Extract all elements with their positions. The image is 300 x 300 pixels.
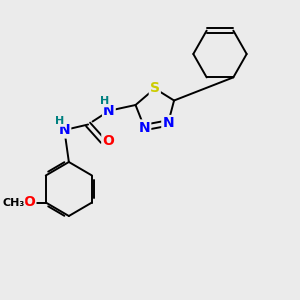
Text: N: N [103, 104, 115, 118]
Text: N: N [58, 124, 70, 137]
Text: H: H [55, 116, 64, 126]
Text: O: O [23, 196, 35, 209]
Text: O: O [102, 134, 114, 148]
Text: N: N [139, 121, 150, 134]
Text: CH₃: CH₃ [2, 197, 24, 208]
Text: N: N [162, 116, 174, 130]
Text: H: H [100, 96, 109, 106]
Text: S: S [150, 82, 160, 95]
